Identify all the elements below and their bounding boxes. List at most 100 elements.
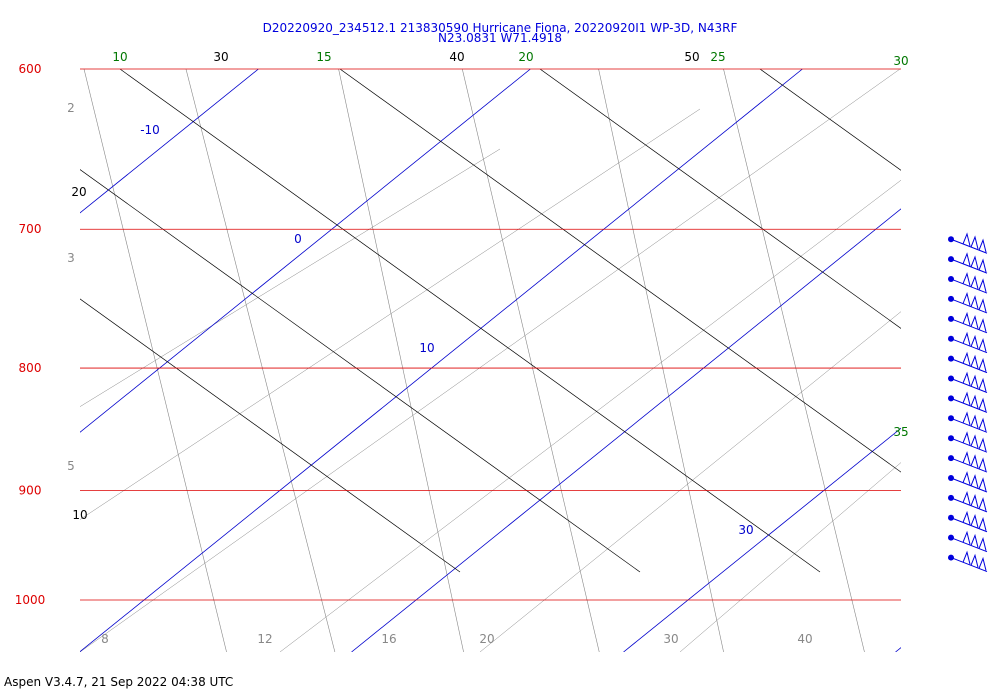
moist-adiabat-label: 30 [893, 54, 908, 68]
wind-barb-flag [978, 318, 987, 332]
wind-barb-staff [950, 397, 988, 413]
pressure-tick-label: 1000 [15, 593, 46, 607]
moist-adiabat-label: 35 [893, 425, 908, 439]
wind-barb-flag [978, 517, 987, 531]
dry-adiabat-label: 50 [684, 50, 699, 64]
wind-barb-flag [962, 530, 971, 545]
software-version-footer: Aspen V3.4.7, 21 Sep 2022 04:38 UTC [4, 675, 234, 689]
dry-adiabat-label: 10 [72, 508, 87, 522]
chart-title-line1: D20220920_234512.1 213830590 Hurricane F… [262, 21, 738, 35]
wind-barb-flag [970, 275, 979, 289]
mixing-ratio-line [185, 69, 336, 652]
wind-barb-staff [950, 338, 988, 354]
wind-barb-flag [970, 374, 979, 389]
dry-adiabat-line [339, 69, 901, 473]
isotherm-label: 0 [294, 232, 302, 246]
pressure-tick-label: 800 [19, 361, 42, 375]
wind-barb-flag [962, 510, 971, 525]
wind-barb-staff [950, 537, 988, 553]
wind-barb-column [948, 232, 988, 573]
wind-barb-flag [978, 556, 987, 571]
wind-barb-flag [962, 331, 971, 346]
dry-adiabat-line [80, 298, 461, 573]
wind-barb-flag [978, 298, 987, 312]
wind-barb-staff [950, 378, 988, 393]
mixing-ratio-label: 3 [67, 251, 75, 265]
mixing-ratio-line [479, 311, 901, 652]
isotherm-line [80, 69, 531, 433]
wind-barb-staff [950, 437, 988, 453]
wind-barb-staff [950, 298, 988, 314]
mixing-ratio-label: 12 [257, 632, 272, 646]
mixing-ratio-line [598, 69, 724, 652]
wind-barb-flag [962, 411, 971, 426]
wind-barb-flag [962, 232, 971, 247]
moist-adiabat-label: 25 [710, 50, 725, 64]
wind-barb-flag [978, 337, 987, 352]
wind-barb-flag [970, 434, 979, 449]
wind-barb-flag [978, 357, 987, 372]
wind-barb-flag [970, 533, 979, 548]
wind-barb-flag [970, 553, 979, 568]
wind-barb-flag [970, 255, 979, 270]
wind-barb-staff [950, 517, 988, 533]
dry-adiabat-line [759, 69, 901, 171]
wind-barb-staff [950, 497, 988, 513]
wind-barb-flag [962, 371, 971, 386]
wind-barb-flag [970, 513, 979, 528]
isotherm-label: -10 [140, 123, 160, 137]
wind-barb-staff [950, 358, 988, 374]
moist-adiabat-label: 15 [316, 50, 331, 64]
wind-barb-flag [970, 314, 979, 329]
wind-barb-flag [978, 417, 987, 432]
wind-barb-staff [950, 477, 988, 493]
mixing-ratio-line [279, 179, 901, 652]
wind-barb-flag [970, 235, 979, 250]
isotherm-line [351, 208, 901, 652]
pressure-tick-label: 700 [19, 222, 42, 236]
isotherm-label: 10 [419, 341, 434, 355]
wind-barb-flag [978, 536, 987, 551]
mixing-ratio-line [338, 69, 464, 652]
mixing-ratio-label: 40 [797, 632, 812, 646]
wind-barb-staff [950, 457, 988, 473]
dry-adiabat-label: 30 [213, 50, 228, 64]
wind-barb-flag [962, 490, 971, 505]
wind-barb-flag [970, 454, 979, 469]
moist-adiabat-label: 10 [112, 50, 127, 64]
mixing-ratio-label: 16 [381, 632, 396, 646]
dry-adiabat-line [119, 69, 821, 573]
wind-barb-staff [950, 258, 988, 274]
mixing-ratio-line [80, 148, 501, 407]
wind-barb-flag [970, 334, 979, 349]
wind-barb-flag [962, 431, 971, 446]
wind-barb-staff [950, 417, 988, 433]
wind-barb-staff [950, 238, 988, 254]
wind-barb-flag [962, 351, 971, 366]
mixing-ratio-line [723, 69, 865, 652]
mixing-ratio-label: 8 [101, 632, 109, 646]
wind-barb-flag [978, 397, 987, 412]
mixing-ratio-label: 5 [67, 459, 75, 473]
wind-barb-flag [970, 354, 979, 369]
mixing-ratio-label: 30 [663, 632, 678, 646]
wind-barb-flag [962, 292, 971, 306]
mixing-ratio-line [679, 462, 901, 652]
mixing-ratio-label: 2 [67, 101, 75, 115]
mixing-ratio-line [80, 69, 901, 652]
mixing-ratio-line [80, 108, 701, 520]
dry-adiabat-label: 40 [449, 50, 464, 64]
isotherm-line [623, 427, 901, 652]
wind-barb-flag [978, 377, 987, 392]
wind-barb-flag [962, 311, 971, 326]
isotherm-line [80, 69, 259, 214]
mixing-ratio-line [83, 69, 227, 652]
pressure-tick-label: 900 [19, 483, 42, 497]
wind-barb-flag [978, 278, 987, 293]
isotherm-label: 30 [738, 523, 753, 537]
wind-barb-staff [950, 318, 988, 334]
wind-barb-flag [962, 391, 971, 406]
wind-barb-flag [962, 252, 971, 266]
